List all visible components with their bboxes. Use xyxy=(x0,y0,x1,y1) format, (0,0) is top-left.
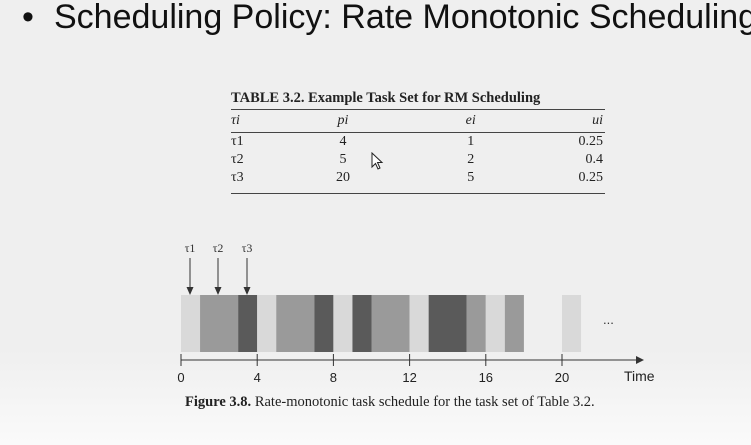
table-row: τ2 5 2 0.4 xyxy=(231,151,605,169)
tick-label: 16 xyxy=(479,370,493,385)
schedule-segment xyxy=(238,295,258,352)
table-caption: TABLE 3.2. Example Task Set for RM Sched… xyxy=(231,89,605,109)
cell-period: 5 xyxy=(339,152,347,167)
schedule-segment xyxy=(428,295,467,352)
cell-util: 0.4 xyxy=(585,152,604,167)
tick-label: 4 xyxy=(254,370,261,385)
arrival-label: τ3 xyxy=(242,241,253,255)
cell-period: 4 xyxy=(339,134,347,149)
table-title: Example Task Set for RM Scheduling xyxy=(308,90,541,106)
cell-util: 0.25 xyxy=(578,134,604,149)
axis-label: Time xyxy=(624,368,655,384)
cell-task: τ2 xyxy=(231,152,244,167)
header-util: ui xyxy=(592,113,603,128)
header-exec: ei xyxy=(465,113,476,128)
schedule-segment xyxy=(466,295,486,352)
schedule-segment xyxy=(314,295,334,352)
tick-label: 0 xyxy=(177,370,184,385)
schedule-bars xyxy=(181,295,582,352)
schedule-segment xyxy=(276,295,315,352)
bullet-glyph: • xyxy=(22,0,34,36)
schedule-segment xyxy=(485,295,505,352)
axis-ticks: 0 4 8 12 16 20 xyxy=(177,354,569,385)
schedule-segment xyxy=(333,295,353,352)
cell-exec: 1 xyxy=(467,134,475,149)
cell-exec: 2 xyxy=(467,152,475,167)
task-table: TABLE 3.2. Example Task Set for RM Sched… xyxy=(231,89,605,194)
slide-title: Scheduling Policy: Rate Monotonic Schedu… xyxy=(54,0,751,36)
schedule-segment xyxy=(409,295,429,352)
header-task: τi xyxy=(231,113,240,128)
header-period: pi xyxy=(337,113,349,128)
figure-caption: Figure 3.8. Rate-monotonic task schedule… xyxy=(185,394,595,411)
task-set-table: τi pi ei ui τ1 4 1 0.25 τ2 5 2 0.4 τ3 xyxy=(231,110,605,194)
tick-label: 12 xyxy=(402,370,416,385)
arrival-arrowhead xyxy=(243,287,251,295)
schedule-segment xyxy=(371,295,410,352)
cell-task: τ3 xyxy=(231,170,244,185)
cell-util: 0.25 xyxy=(578,170,604,185)
table-header-row: τi pi ei ui xyxy=(231,110,605,133)
figure-caption-text: Rate-monotonic task schedule for the tas… xyxy=(254,394,595,410)
schedule-segment xyxy=(504,295,524,352)
axis-arrowhead xyxy=(636,356,644,364)
time-axis xyxy=(181,356,644,364)
table-label: TABLE 3.2. xyxy=(231,90,305,106)
arrival-arrowhead xyxy=(214,287,222,295)
cell-period: 20 xyxy=(335,170,350,185)
figure-label: Figure 3.8. xyxy=(185,394,252,410)
schedule-segment xyxy=(352,295,372,352)
tick-label: 20 xyxy=(555,370,569,385)
mouse-pointer-icon xyxy=(371,152,384,170)
table-row: τ1 4 1 0.25 xyxy=(231,133,605,151)
arrival-arrowhead xyxy=(186,287,194,295)
cell-exec: 5 xyxy=(467,170,475,185)
schedule-segment xyxy=(181,295,201,352)
arrival-markers: τ1 τ2 τ3 xyxy=(185,241,253,295)
schedule-segment xyxy=(562,295,582,352)
arrival-label: τ1 xyxy=(185,241,196,255)
arrival-label: τ2 xyxy=(213,241,224,255)
table-top-rule xyxy=(231,109,605,110)
table-row: τ3 20 5 0.25 xyxy=(231,169,605,187)
schedule-segment xyxy=(200,295,239,352)
slide-bullet-title: • Scheduling Policy: Rate Monotonic Sched… xyxy=(22,0,751,37)
continuation-ellipsis: ... xyxy=(603,312,614,327)
cell-task: τ1 xyxy=(231,134,244,149)
schedule-segment xyxy=(257,295,277,352)
tick-label: 8 xyxy=(330,370,337,385)
